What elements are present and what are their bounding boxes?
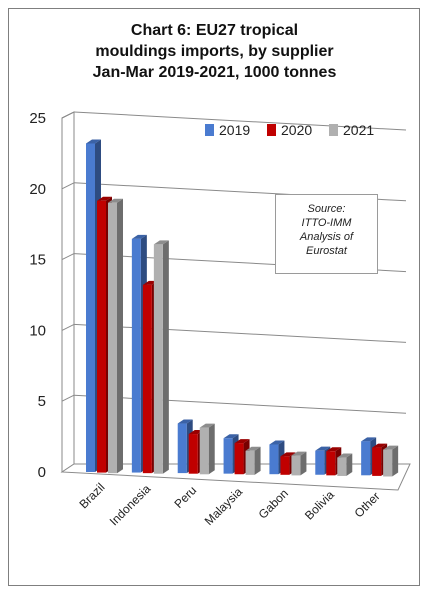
title-line-2: mouldings imports, by supplier: [95, 43, 334, 60]
bar-bolivia-2021: [337, 453, 353, 476]
y-tick-label-5: 5: [38, 393, 46, 410]
source-line-4: Eurostat: [306, 245, 347, 257]
gridline-side-5: [61, 394, 75, 402]
x-tick-label-peru: Peru: [171, 483, 199, 511]
x-tick-label-malaysia: Malaysia: [202, 484, 246, 528]
legend-swatch-2020: [267, 124, 276, 136]
gridline-side-10: [61, 323, 75, 331]
gridline-side-15: [61, 253, 75, 261]
y-tick-label-15: 15: [29, 252, 46, 269]
legend-label-2019: 2019: [219, 122, 250, 138]
chart-frame: [8, 8, 420, 586]
gridline-side-20: [61, 182, 75, 190]
x-tick-label-bolivia: Bolivia: [302, 487, 337, 522]
y-tick-label-10: 10: [29, 322, 46, 339]
title-line-3: Jan-Mar 2019-2021, 1000 tonnes: [92, 64, 337, 81]
title-line-1: Chart 6: EU27 tropical: [130, 22, 299, 39]
source-note: Source: ITTO-IMM Analysis of Eurostat: [275, 194, 378, 274]
bar-malaysia-2021: [245, 446, 261, 475]
x-tick-label-indonesia: Indonesia: [107, 481, 154, 528]
x-tick-label-gabon: Gabon: [256, 486, 291, 521]
gridline-5: [73, 394, 407, 414]
gridline-10: [73, 323, 407, 343]
gridline-25: [73, 111, 407, 131]
source-line-2: ITTO-IMM: [301, 217, 352, 229]
chart-title: Chart 6: EU27 tropical mouldings imports…: [0, 20, 429, 83]
y-tick-label-25: 25: [29, 110, 46, 127]
bar-gabon-2021: [291, 451, 307, 476]
bar-peru-2021: [199, 423, 215, 475]
gridline-side-25: [61, 111, 75, 119]
side-wall: [61, 111, 75, 473]
legend-swatch-2019: [205, 124, 214, 136]
source-line-1: Source:: [307, 203, 346, 215]
x-tick-label-other: Other: [352, 489, 383, 520]
bar-brazil-2021: [108, 198, 123, 474]
legend-swatch-2021: [329, 124, 338, 136]
legend-label-2021: 2021: [343, 122, 374, 138]
legend-label-2020: 2020: [281, 122, 312, 138]
bar-other-2021: [383, 445, 399, 477]
source-line-3: Analysis of: [299, 231, 354, 243]
y-tick-label-20: 20: [29, 181, 46, 198]
y-tick-label-0: 0: [38, 464, 46, 481]
x-tick-label-brazil: Brazil: [76, 480, 107, 511]
bar-indonesia-2021: [153, 240, 169, 474]
